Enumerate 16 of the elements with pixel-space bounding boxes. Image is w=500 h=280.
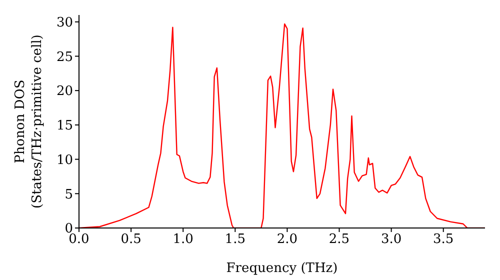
x-axis-title: Frequency (THz) xyxy=(226,261,338,276)
y-tick-label: 30 xyxy=(56,15,73,30)
x-tick-label: 2.0 xyxy=(276,232,298,248)
y-axis-title: Phonon DOS (States/THz·primitive cell) xyxy=(13,34,45,209)
x-tick-label: 0.5 xyxy=(120,232,142,248)
y-tick-label: 10 xyxy=(56,152,73,168)
x-tick-label: 3.0 xyxy=(380,232,402,248)
x-tick-label: 3.5 xyxy=(433,232,454,248)
x-tick-label: 1.5 xyxy=(224,232,246,248)
y-tick-label: 20 xyxy=(56,84,73,100)
x-tick-label: 0.0 xyxy=(68,232,90,248)
y-tick-label: 5 xyxy=(64,187,73,202)
y-tick-label: 15 xyxy=(56,118,73,134)
y-tick-label: 25 xyxy=(56,50,73,65)
x-tick-label: 2.5 xyxy=(328,232,350,248)
x-tick-label: 1.0 xyxy=(172,232,194,248)
